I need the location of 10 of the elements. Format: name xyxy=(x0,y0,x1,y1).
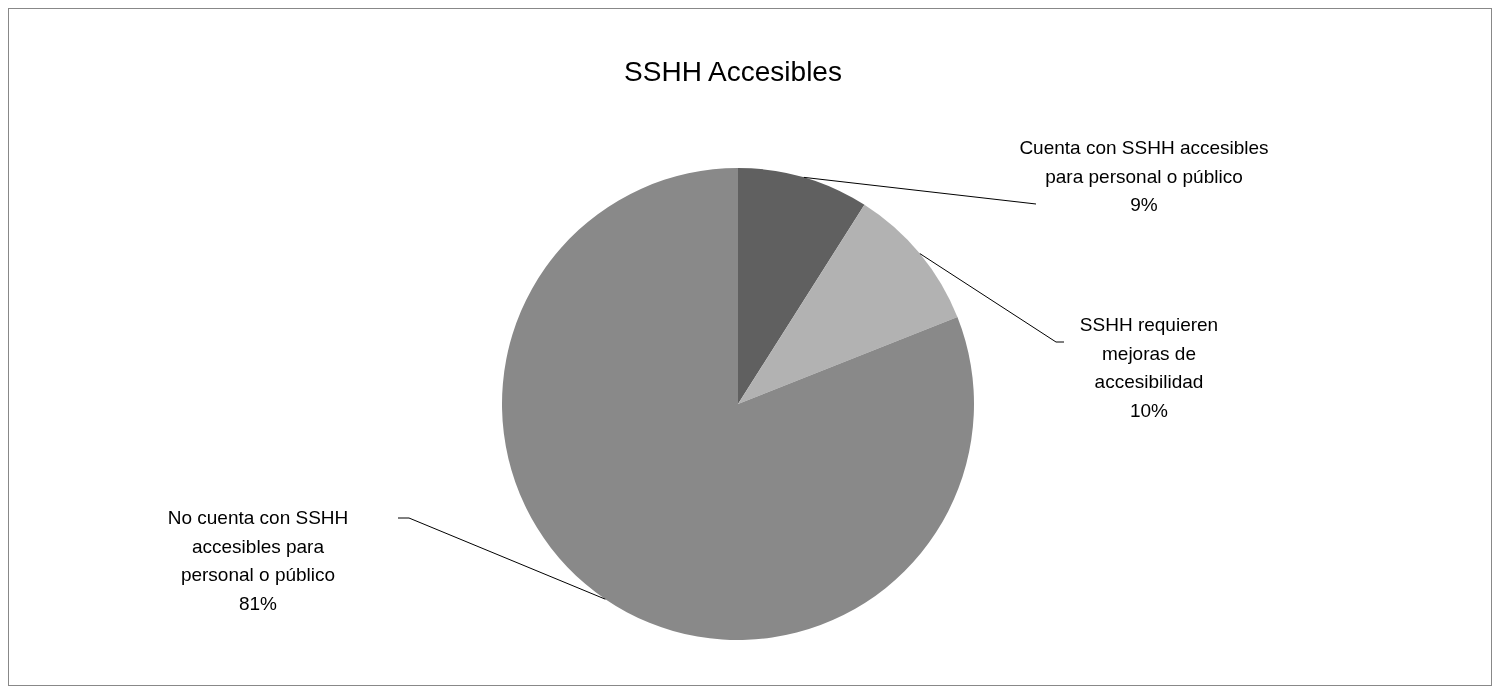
slice-label: No cuenta con SSHH accesibles para personal o público xyxy=(167,507,349,585)
slice-label: Cuenta con SSHH accesibles para personal o público xyxy=(1019,137,1269,187)
slice-label: SSHH requieren mejoras de accesibilidad xyxy=(1079,314,1219,392)
chart-title: SSHH Accesibles xyxy=(624,56,842,87)
pie-slice xyxy=(502,168,974,640)
data-label: 81% xyxy=(238,592,278,614)
data-label: 10% xyxy=(1129,399,1169,421)
pie-slice xyxy=(738,204,958,404)
pie-slice xyxy=(738,168,865,404)
data-label: 9% xyxy=(1130,194,1158,215)
